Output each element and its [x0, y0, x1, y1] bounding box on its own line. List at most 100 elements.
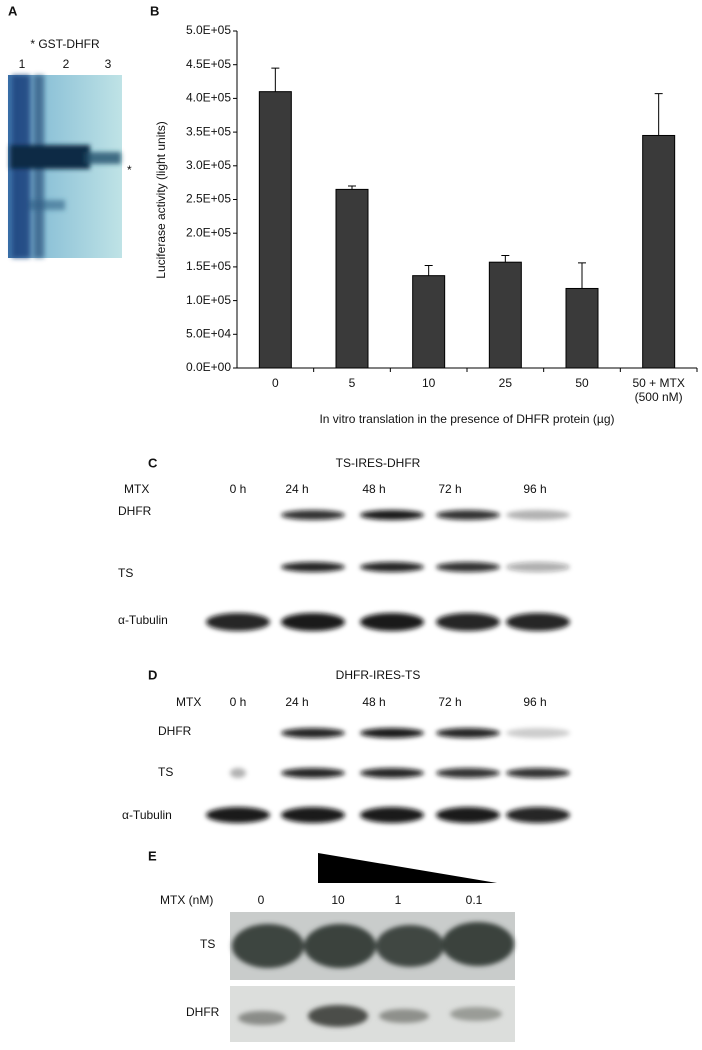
- row-label: DHFR: [186, 1005, 220, 1019]
- dose-label: 10: [331, 893, 345, 907]
- y-tick-label: 5.0E+05: [186, 23, 231, 37]
- y-tick-label: 0.0E+00: [186, 360, 231, 374]
- row-label: DHFR: [158, 724, 192, 738]
- panel-label: C: [148, 455, 158, 470]
- blot-band: [206, 807, 270, 823]
- lane-label: 1: [19, 57, 26, 71]
- bar: [565, 287, 599, 369]
- blot-band: [436, 768, 500, 778]
- error-bar: [501, 254, 510, 263]
- panel-label: E: [148, 848, 157, 863]
- dose-label: 0.1: [466, 893, 483, 907]
- error-bar: [348, 185, 356, 190]
- error-bar: [654, 93, 663, 136]
- blot-band: [360, 613, 424, 631]
- error-bar: [424, 265, 433, 276]
- x-axis-label: In vitro translation in the presence of …: [319, 412, 614, 426]
- blot-band: [436, 510, 500, 520]
- blot-band: [281, 562, 345, 572]
- blot-band: [360, 510, 424, 520]
- time-label: 0 h: [230, 482, 247, 496]
- blot-band: [506, 613, 570, 631]
- time-label: 24 h: [285, 695, 308, 709]
- x-tick-label: 25: [498, 376, 512, 390]
- row-header: MTX: [124, 482, 149, 496]
- y-tick-label: 4.5E+05: [186, 57, 231, 71]
- dose-label: 0: [258, 893, 265, 907]
- blot-title: DHFR-IRES-TS: [336, 668, 421, 682]
- lane-label: 3: [105, 57, 112, 71]
- blot-band: [281, 807, 345, 823]
- blot-title: * GST-DHFR: [30, 37, 100, 51]
- blot-band: [206, 613, 270, 631]
- blot-band: [281, 768, 345, 778]
- blot-a-bands: [10, 75, 121, 258]
- row-label: TS: [158, 765, 173, 779]
- y-tick-label: 1.5E+05: [186, 259, 231, 273]
- blot-bands: [206, 510, 570, 823]
- x-tick-label: 0: [271, 376, 279, 390]
- row-label: α-Tubulin: [118, 613, 168, 627]
- row-label: TS: [200, 937, 215, 951]
- row-header: MTX (nM): [160, 893, 213, 907]
- blot-band: [436, 613, 500, 631]
- x-tick-label: 5: [348, 376, 356, 390]
- time-label: 72 h: [438, 695, 461, 709]
- y-tick-label: 3.0E+05: [186, 158, 231, 172]
- blot-band: [360, 807, 424, 823]
- time-label: 96 h: [523, 482, 546, 496]
- blot-band: [360, 562, 424, 572]
- blot-band: [281, 613, 345, 631]
- blot-band: [506, 728, 570, 738]
- blot-band: [436, 807, 500, 823]
- y-tick-label: 3.5E+05: [186, 124, 231, 138]
- bar: [335, 188, 369, 369]
- y-tick-label: 2.0E+05: [186, 225, 231, 239]
- panel-label: D: [148, 667, 157, 682]
- blot-band: [506, 768, 570, 778]
- blot-band: [360, 728, 424, 738]
- time-label: 48 h: [362, 482, 385, 496]
- y-axis-label: Luciferase activity (light units): [154, 121, 168, 278]
- panel-label: A: [8, 3, 18, 18]
- x-tick-label: 10: [421, 376, 436, 390]
- bar: [412, 275, 446, 369]
- blot-band: [506, 807, 570, 823]
- row-label: TS: [118, 566, 133, 580]
- band-marker: *: [127, 163, 132, 177]
- x-tick-label: 50 + MTX (500 nM): [632, 376, 685, 404]
- row-header: MTX: [176, 695, 201, 709]
- time-label: 72 h: [438, 482, 461, 496]
- dose-gradient: [318, 853, 497, 883]
- time-label: 48 h: [362, 695, 385, 709]
- blot-band: [230, 768, 246, 778]
- panel-label: B: [150, 3, 159, 18]
- bar: [488, 261, 522, 369]
- time-label: 24 h: [285, 482, 308, 496]
- blot-band: [360, 768, 424, 778]
- row-label: DHFR: [118, 504, 152, 518]
- error-bar: [271, 67, 280, 92]
- blot-title: TS-IRES-DHFR: [336, 456, 421, 470]
- lane-label: 2: [63, 57, 70, 71]
- time-label: 96 h: [523, 695, 546, 709]
- blot-band: [436, 728, 500, 738]
- dose-label: 1: [395, 893, 402, 907]
- blot-band: [506, 510, 570, 520]
- y-tick-label: 2.5E+05: [186, 192, 231, 206]
- blot-e-bands: [232, 922, 514, 1027]
- x-tick-label: 50: [575, 376, 589, 390]
- error-bar: [578, 262, 586, 289]
- blot-band: [506, 562, 570, 572]
- y-tick-label: 1.0E+05: [186, 293, 231, 307]
- bar: [642, 134, 676, 369]
- bar: [258, 91, 292, 369]
- time-label: 0 h: [230, 695, 247, 709]
- blot-band: [281, 510, 345, 520]
- blot-band: [281, 728, 345, 738]
- row-label: α-Tubulin: [122, 808, 172, 822]
- y-tick-label: 5.0E+04: [186, 326, 231, 340]
- blot-band: [436, 562, 500, 572]
